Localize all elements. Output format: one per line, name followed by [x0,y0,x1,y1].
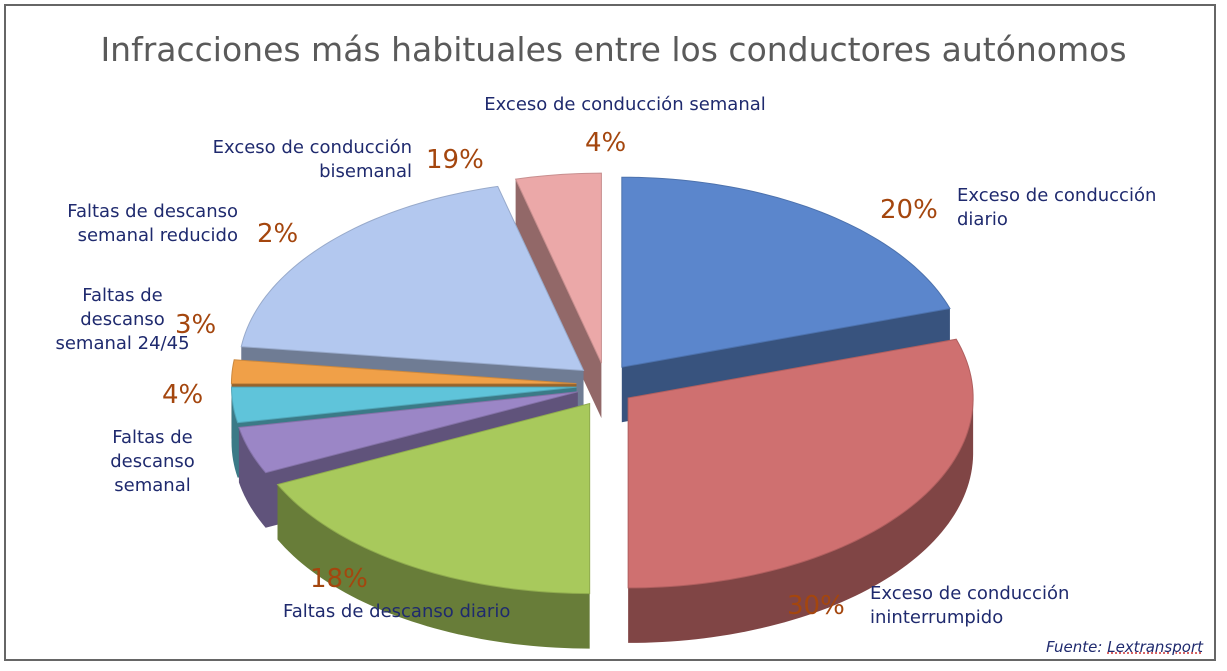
pie-slice-exceso-de-conduccion-diario [621,176,951,368]
pct-descanso-diario: 18% [310,564,368,594]
pct-exceso-semanal: 4% [585,128,627,158]
source-note: Fuente: Lextransport [1046,638,1203,656]
label-exceso-semanal: Exceso de conducción semanal [484,94,766,115]
chart-title: Infracciones más habituales entre los co… [100,30,1127,69]
pct-descanso-24-45: 3% [175,310,217,340]
source-prefix: Fuente: [1046,638,1108,656]
label-descanso-semanal: Faltas de descanso semanal [110,427,195,496]
label-descanso-24-45: Faltas de descanso semanal 24/45 [55,285,190,354]
pie-slice-faltas-de-descanso-semanal-reducido [230,359,577,385]
label-descanso-reducido: Faltas de descanso semanal reducido [67,201,238,246]
pie-slice-exceso-de-conduccion-ininterrumpido [627,338,974,589]
pct-descanso-reducido: 2% [257,219,299,249]
pct-exceso-ininterrumpido: 30% [787,591,845,621]
pie-slice-faltas-de-descanso-semanal [238,391,578,474]
pie-slice-exceso-de-conduccion-semanal [514,172,602,364]
pie-slice-exceso-de-conduccion-bisemanal [240,185,585,372]
label-exceso-diario: Exceso de conducción diario [957,185,1157,230]
pct-descanso-semanal: 4% [162,380,204,410]
pct-exceso-diario: 20% [880,195,938,225]
pie-slice-faltas-de-descanso-diario [276,402,591,595]
chart-border [4,4,1216,661]
label-exceso-bisemanal: Exceso de conducción bisemanal [212,137,412,182]
pie-slice-faltas-de-descanso-semanal-24-45 [231,386,577,424]
source-name: Lextransport [1107,638,1203,656]
label-exceso-ininterrumpido: Exceso de conducción ininterrumpido [870,583,1070,628]
pct-exceso-bisemanal: 19% [426,145,484,175]
label-descanso-diario: Faltas de descanso diario [283,601,511,622]
